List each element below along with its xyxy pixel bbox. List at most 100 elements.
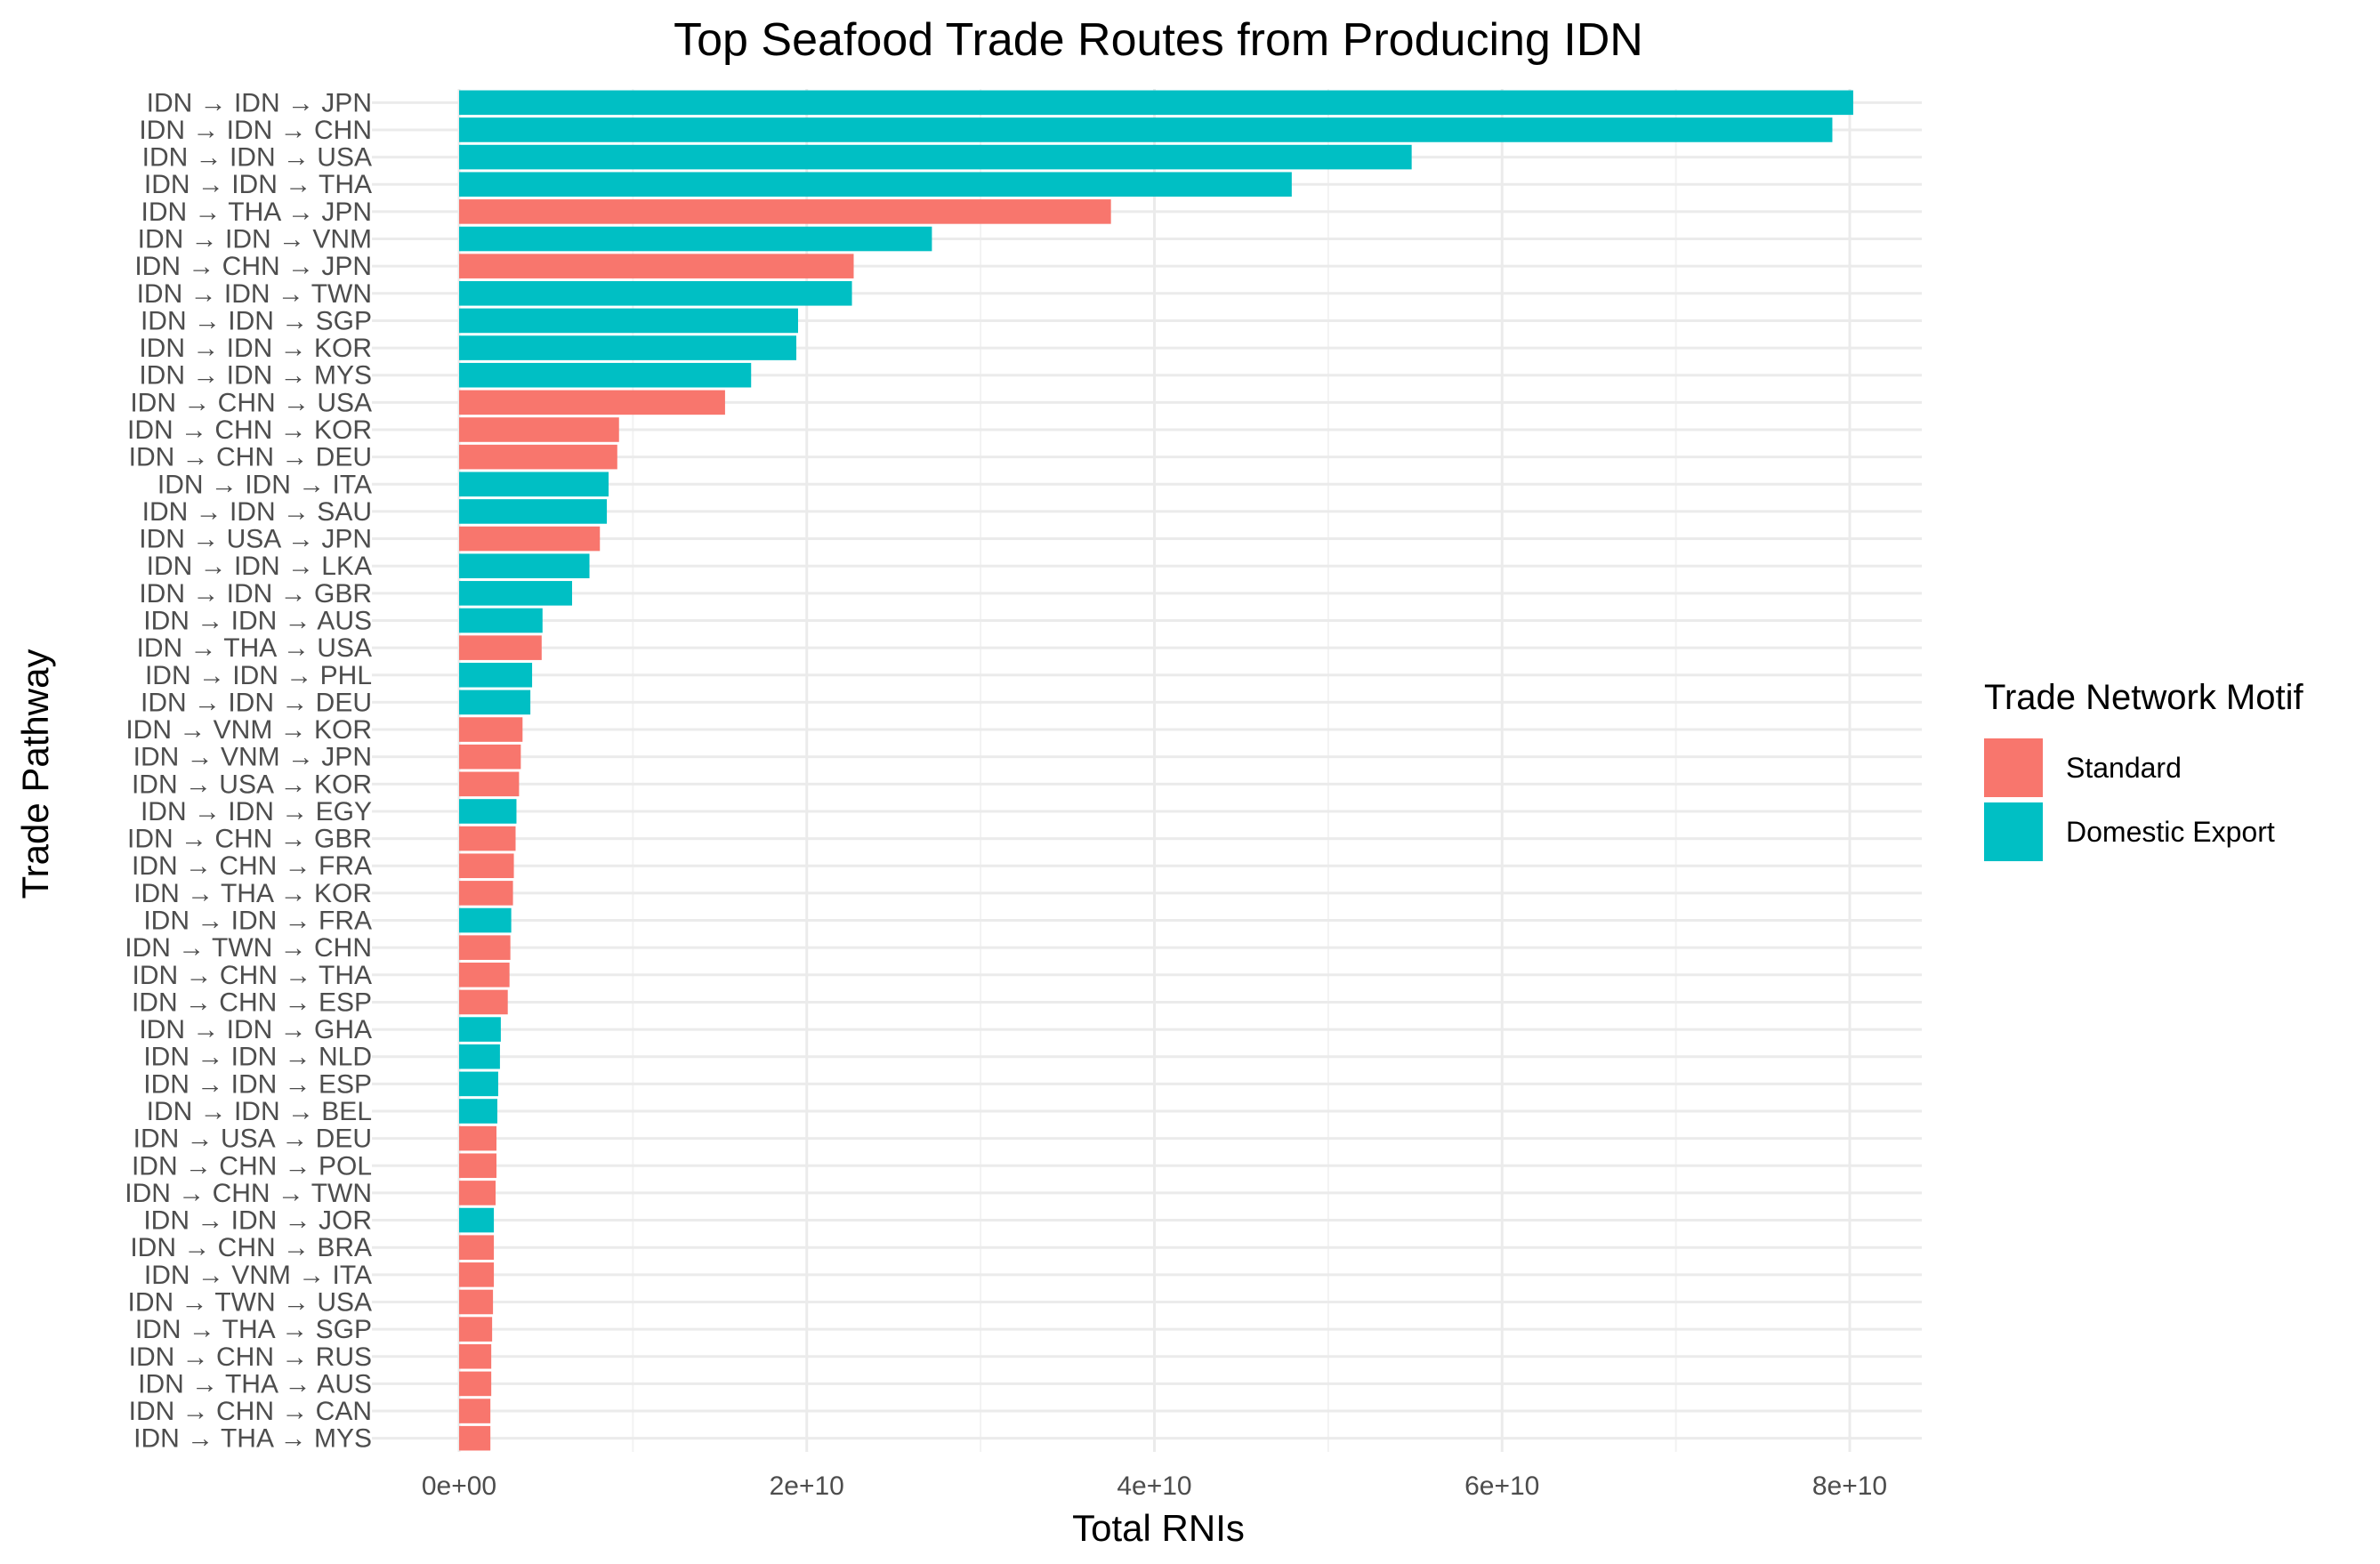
y-tick-label: IDN → IDN → ITA <box>157 470 372 499</box>
bar <box>459 226 932 252</box>
bar <box>459 335 797 360</box>
y-tick-label: IDN → CHN → POL <box>132 1151 372 1181</box>
bar <box>459 1289 494 1315</box>
bar <box>459 1343 492 1369</box>
bar <box>459 826 516 851</box>
bar <box>459 799 517 824</box>
y-tick-label: IDN → VNM → JPN <box>133 743 372 772</box>
x-tick-label: 4e+10 <box>1117 1471 1191 1501</box>
y-tick-label: IDN → IDN → USA <box>142 143 372 173</box>
y-tick-label: IDN → CHN → ESP <box>132 988 372 1017</box>
y-tick-label: IDN → USA → DEU <box>133 1125 372 1154</box>
bar <box>459 553 590 578</box>
bar <box>459 172 1292 198</box>
y-tick-label: IDN → CHN → RUS <box>129 1342 372 1372</box>
y-tick-label: IDN → THA → SGP <box>135 1315 372 1344</box>
bar <box>459 144 1412 170</box>
y-tick-label: IDN → THA → AUS <box>138 1369 372 1399</box>
bar <box>459 526 601 552</box>
y-tick-label: IDN → USA → JPN <box>139 525 372 554</box>
y-tick-label: IDN → CHN → CAN <box>129 1397 372 1426</box>
bar <box>459 689 531 715</box>
y-tick-label: IDN → THA → KOR <box>133 879 372 908</box>
bar <box>459 254 854 278</box>
y-tick-label: IDN → THA → MYS <box>133 1424 372 1454</box>
bar <box>459 717 523 742</box>
y-tick-label: IDN → IDN → NLD <box>143 1043 372 1072</box>
y-tick-label: IDN → CHN → TWN <box>125 1179 372 1208</box>
bar <box>459 662 533 688</box>
y-tick-label: IDN → IDN → TWN <box>137 279 372 309</box>
bar <box>459 472 609 497</box>
x-tick-label: 6e+10 <box>1464 1471 1539 1501</box>
y-tick-label: IDN → IDN → EGY <box>141 797 372 826</box>
y-tick-label: IDN → IDN → KOR <box>139 334 372 363</box>
bar <box>459 635 542 660</box>
bar <box>459 744 521 770</box>
legend-label: Domestic Export <box>2066 816 2275 848</box>
bar <box>459 963 510 988</box>
bar <box>459 281 852 306</box>
y-tick-label: IDN → IDN → VNM <box>138 225 372 254</box>
y-tick-label: IDN → CHN → BRA <box>130 1233 372 1262</box>
chart-title: Top Seafood Trade Routes from Producing … <box>674 14 1643 66</box>
y-tick-label: IDN → CHN → FRA <box>132 851 372 881</box>
y-tick-label: IDN → CHN → KOR <box>127 415 372 445</box>
legend: Trade Network Motif Standard Domestic Exp… <box>1984 678 2304 861</box>
bar <box>459 1317 493 1342</box>
bar <box>459 117 1833 142</box>
legend-items: Standard Domestic Export <box>1984 738 2275 861</box>
bar <box>459 1125 497 1151</box>
bar <box>459 608 543 633</box>
y-tick-label: IDN → IDN → MYS <box>139 361 372 391</box>
bar <box>459 881 513 906</box>
x-tick-label: 0e+00 <box>422 1471 496 1501</box>
y-tick-label: IDN → IDN → CHN <box>139 116 372 145</box>
bar <box>459 390 725 415</box>
y-tick-label: IDN → VNM → ITA <box>144 1261 372 1290</box>
y-tick-label: IDN → CHN → JPN <box>134 252 372 281</box>
y-tick-label: IDN → IDN → DEU <box>141 688 372 717</box>
y-tick-label: IDN → IDN → PHL <box>145 661 372 690</box>
bar <box>459 1262 495 1287</box>
bar <box>459 935 511 960</box>
y-tick-label: IDN → IDN → THA <box>144 170 372 199</box>
bar <box>459 771 520 797</box>
legend-key <box>1984 802 2043 861</box>
bar <box>459 1399 491 1423</box>
y-axis-title: Trade Pathway <box>14 649 56 899</box>
y-tick-label: IDN → VNM → KOR <box>125 715 372 745</box>
x-tick-label: 8e+10 <box>1812 1471 1887 1501</box>
bar <box>459 907 512 933</box>
legend-label: Standard <box>2066 752 2182 784</box>
y-tick-label: IDN → IDN → ESP <box>143 1069 372 1099</box>
y-tick-label: IDN → IDN → JOR <box>143 1206 372 1236</box>
x-axis-tick-labels: 0e+00 2e+10 4e+10 6e+10 8e+10 <box>422 1471 1887 1501</box>
bar <box>459 1044 500 1069</box>
y-tick-label: IDN → IDN → FRA <box>143 907 372 936</box>
bar <box>459 581 572 606</box>
bar <box>459 1207 495 1233</box>
y-tick-label: IDN → IDN → LKA <box>147 552 372 581</box>
y-tick-label: IDN → IDN → GHA <box>139 1015 372 1044</box>
bar <box>459 1153 497 1179</box>
plot-area <box>372 89 1922 1452</box>
bar <box>459 199 1111 224</box>
y-tick-label: IDN → CHN → USA <box>130 388 372 417</box>
bar <box>459 90 1853 116</box>
bar <box>459 1099 497 1124</box>
y-tick-label: IDN → CHN → GBR <box>127 825 372 854</box>
y-tick-label: IDN → IDN → SGP <box>141 306 372 335</box>
x-tick-label: 2e+10 <box>770 1471 844 1501</box>
bar <box>459 308 798 334</box>
legend-title: Trade Network Motif <box>1984 678 2304 717</box>
bar <box>459 362 752 388</box>
bar <box>459 1371 492 1397</box>
y-tick-label: IDN → TWN → USA <box>128 1287 372 1317</box>
y-tick-label: IDN → CHN → DEU <box>129 443 372 472</box>
y-tick-label: IDN → USA → KOR <box>132 770 372 799</box>
y-tick-label: IDN → IDN → BEL <box>147 1097 372 1126</box>
y-tick-label: IDN → CHN → THA <box>133 961 372 990</box>
